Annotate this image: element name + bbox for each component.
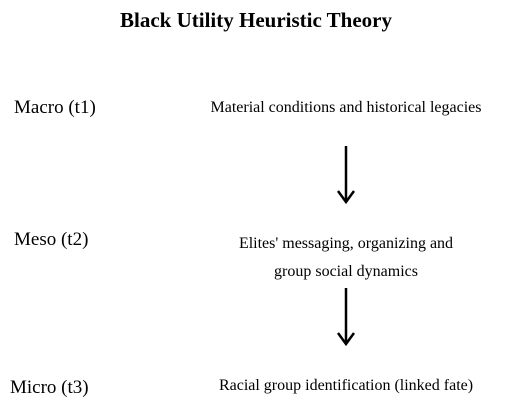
level-text-micro-line-1: Racial group identification (linked fate… — [218, 377, 474, 394]
diagram-title: Black Utility Heuristic Theory — [119, 8, 392, 32]
level-text-meso: Elites' messaging, organizing and group … — [166, 230, 512, 286]
level-text-meso-line-2: group social dynamics — [274, 263, 418, 280]
level-label-micro: Micro (t3) — [10, 377, 89, 398]
arrow-down-icon — [336, 146, 356, 204]
level-label-meso: Meso (t2) — [14, 229, 89, 250]
level-text-macro-line-1: Material conditions and historical legac… — [210, 99, 482, 116]
arrow-down-icon — [336, 288, 356, 346]
level-text-macro: Material conditions and historical legac… — [166, 98, 512, 118]
level-text-meso-line-1: Elites' messaging, organizing and — [238, 235, 454, 252]
level-label-macro: Macro (t1) — [14, 97, 96, 118]
level-text-micro: Racial group identification (linked fate… — [166, 376, 512, 396]
